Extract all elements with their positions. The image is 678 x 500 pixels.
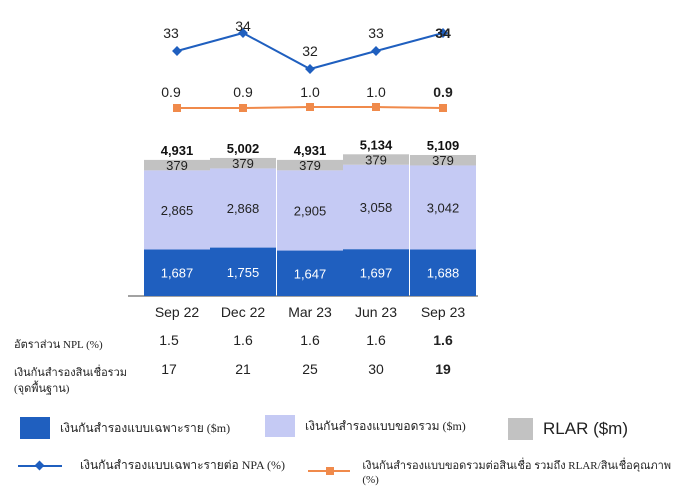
line-npa-point [238, 28, 248, 38]
x-tick-label: Jun 23 [355, 304, 397, 320]
line-coverage-point [372, 103, 380, 111]
bar-segment-bottom [410, 249, 476, 296]
line-coverage-label: 0.9 [433, 84, 453, 100]
bar-label-bottom: 1,647 [294, 266, 327, 281]
table-cell: 1.6 [366, 332, 386, 348]
line-coverage-label: 0.9 [161, 84, 181, 100]
bar-label-top: 379 [299, 158, 321, 173]
legend-item-npa-line: เงินกันสำรองแบบเฉพาะรายต่อ NPA (%) [18, 456, 285, 475]
bar-label-bottom: 1,697 [360, 266, 393, 281]
bar-total-label: 4,931 [161, 143, 194, 158]
bar-label-top: 379 [432, 153, 454, 168]
legend-item-collective: เงินกันสำรองแบบขอดรวม ($m) [265, 415, 466, 437]
line-npa-label: 34 [235, 18, 251, 34]
bar-total-label: 5,109 [427, 138, 460, 153]
bar-segment-top [277, 159, 343, 171]
legend-swatch-rlar [508, 418, 533, 440]
bar-segment-top [144, 159, 210, 171]
bar-segment-middle [144, 170, 210, 250]
table-row-label-provisions: เงินกันสำรองสินเชื่อรวม (จุดพื้นฐาน) [14, 367, 128, 395]
bar-segment-top [210, 157, 276, 169]
bar-segment-middle [210, 168, 276, 248]
x-tick-label: Sep 23 [421, 304, 466, 320]
table-row-label-npl: อัตราส่วน NPL (%) [14, 339, 103, 351]
table-cell: 17 [161, 361, 177, 377]
legend-label-npa-line: เงินกันสำรองแบบเฉพาะรายต่อ NPA (%) [80, 458, 285, 472]
line-npa-label: 33 [163, 25, 179, 41]
line-npa-point [305, 64, 315, 74]
legend-label-rlar: RLAR ($m) [543, 419, 629, 438]
bar-label-top: 379 [232, 156, 254, 171]
bar-segment-bottom [210, 247, 276, 296]
line-coverage-label: 1.0 [366, 84, 386, 100]
bar-label-middle: 2,865 [161, 203, 194, 218]
line-npa-label: 33 [368, 25, 384, 41]
table-cell: 21 [235, 361, 251, 377]
bar-label-top: 379 [166, 158, 188, 173]
bar-label-middle: 3,058 [360, 200, 393, 215]
line-coverage-label: 0.9 [233, 84, 253, 100]
legend-swatch-individual [20, 417, 50, 439]
bar-segment-middle [410, 165, 476, 250]
x-tick-label: Dec 22 [221, 304, 266, 320]
x-tick-label: Sep 22 [155, 304, 200, 320]
legend-label-collective: เงินกันสำรองแบบขอดรวม ($m) [305, 418, 466, 433]
line-coverage-point [439, 104, 447, 112]
bar-label-middle: 2,905 [294, 203, 327, 218]
legend-line-coverage-icon [308, 467, 351, 475]
bar-label-bottom: 1,755 [227, 265, 260, 280]
legend-label-coverage-line: เงินกันสำรองแบบขอดรวมต่อสินเชื่อ รวมถึง … [362, 460, 672, 486]
line-npa-point [371, 46, 381, 56]
bar-label-middle: 3,042 [427, 200, 460, 215]
table-cell: 1.5 [159, 332, 179, 348]
legend-item-coverage-line: เงินกันสำรองแบบขอดรวมต่อสินเชื่อ รวมถึง … [308, 456, 678, 486]
legend-swatch-collective [265, 415, 295, 437]
table-cell: 25 [302, 361, 318, 377]
bar-segment-bottom [277, 250, 343, 296]
x-tick-label: Mar 23 [288, 304, 332, 320]
table-cell: 1.6 [300, 332, 320, 348]
line-coverage-point [306, 103, 314, 111]
line-npa-point [172, 46, 182, 56]
legend-line-npa-icon [18, 460, 62, 470]
bar-segment-top [343, 154, 409, 165]
table-cell: 1.6 [433, 332, 453, 348]
legend-item-individual: เงินกันสำรองแบบเฉพาะราย ($m) [20, 417, 230, 439]
line-coverage-point [173, 104, 181, 112]
bar-segment-bottom [343, 249, 409, 296]
bar-label-middle: 2,868 [227, 201, 260, 216]
line-npa-label: 34 [435, 25, 451, 41]
table-row-label-provisions-line1: เงินกันสำรองสินเชื่อรวม (จุดพื้นฐาน) [14, 365, 134, 397]
bar-segment-bottom [144, 249, 210, 296]
table-cell: 30 [368, 361, 384, 377]
bar-label-top: 379 [365, 153, 387, 168]
bar-segment-middle [343, 164, 409, 250]
bar-total-label: 4,931 [294, 143, 327, 158]
legend-label-individual: เงินกันสำรองแบบเฉพาะราย ($m) [60, 420, 231, 435]
bar-segment-middle [277, 170, 343, 251]
bar-total-label: 5,002 [227, 141, 260, 156]
bar-segment-top [410, 154, 476, 166]
legend-item-rlar: RLAR ($m) [508, 418, 628, 440]
line-coverage-label: 1.0 [300, 84, 320, 100]
bar-label-bottom: 1,687 [161, 266, 194, 281]
bar-label-bottom: 1,688 [427, 266, 460, 281]
line-npa-label: 32 [302, 43, 318, 59]
table-cell: 1.6 [233, 332, 253, 348]
line-coverage-point [239, 104, 247, 112]
table-cell: 19 [435, 361, 451, 377]
bar-total-label: 5,134 [360, 137, 393, 152]
